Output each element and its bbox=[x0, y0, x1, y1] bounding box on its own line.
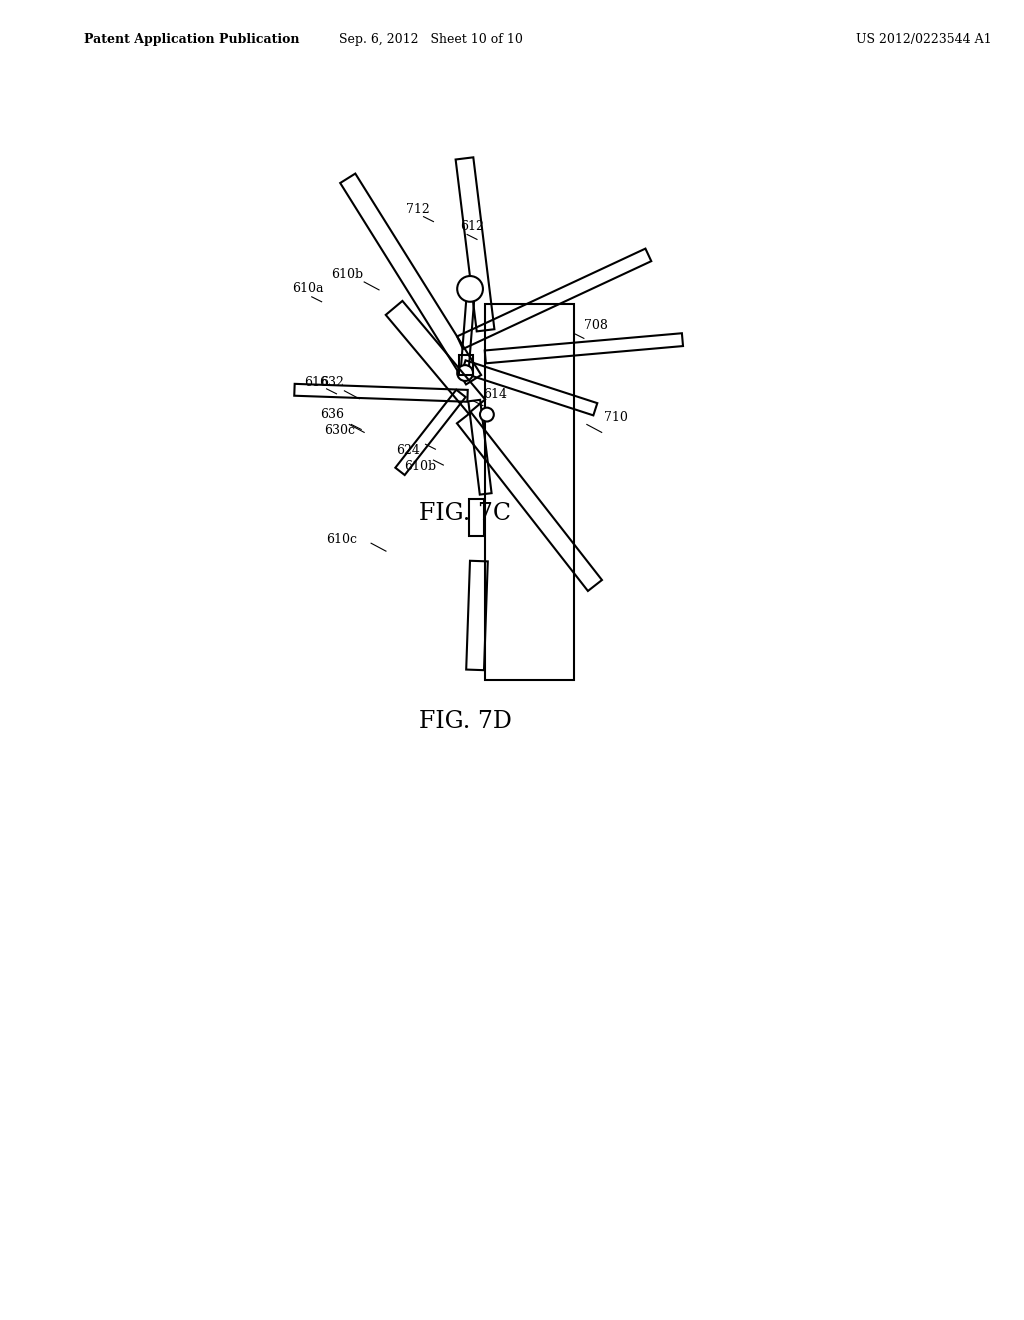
Text: Sep. 6, 2012   Sheet 10 of 10: Sep. 6, 2012 Sheet 10 of 10 bbox=[339, 33, 522, 46]
Text: FIG. 7C: FIG. 7C bbox=[419, 502, 511, 525]
Text: 710: 710 bbox=[604, 411, 628, 424]
Circle shape bbox=[457, 276, 483, 302]
Text: US 2012/0223544 A1: US 2012/0223544 A1 bbox=[856, 33, 991, 46]
Text: 610b: 610b bbox=[332, 268, 364, 281]
Text: 614: 614 bbox=[483, 388, 507, 401]
Text: 630c: 630c bbox=[325, 424, 355, 437]
Text: FIG. 7D: FIG. 7D bbox=[419, 710, 512, 733]
Text: 610b: 610b bbox=[403, 459, 436, 473]
Circle shape bbox=[480, 408, 494, 421]
Text: 632: 632 bbox=[319, 376, 343, 389]
Bar bbox=[469, 499, 484, 536]
Circle shape bbox=[457, 366, 473, 381]
Text: 610c: 610c bbox=[327, 533, 357, 545]
Bar bbox=[459, 355, 473, 375]
Text: Patent Application Publication: Patent Application Publication bbox=[84, 33, 300, 46]
Text: 610a: 610a bbox=[292, 282, 324, 296]
Text: 624: 624 bbox=[396, 444, 420, 457]
Bar bbox=[485, 304, 574, 680]
Text: 712: 712 bbox=[406, 203, 429, 216]
Text: 612: 612 bbox=[460, 220, 484, 234]
Text: 708: 708 bbox=[584, 319, 608, 333]
Text: 636: 636 bbox=[319, 408, 344, 421]
Text: 616: 616 bbox=[304, 376, 328, 389]
